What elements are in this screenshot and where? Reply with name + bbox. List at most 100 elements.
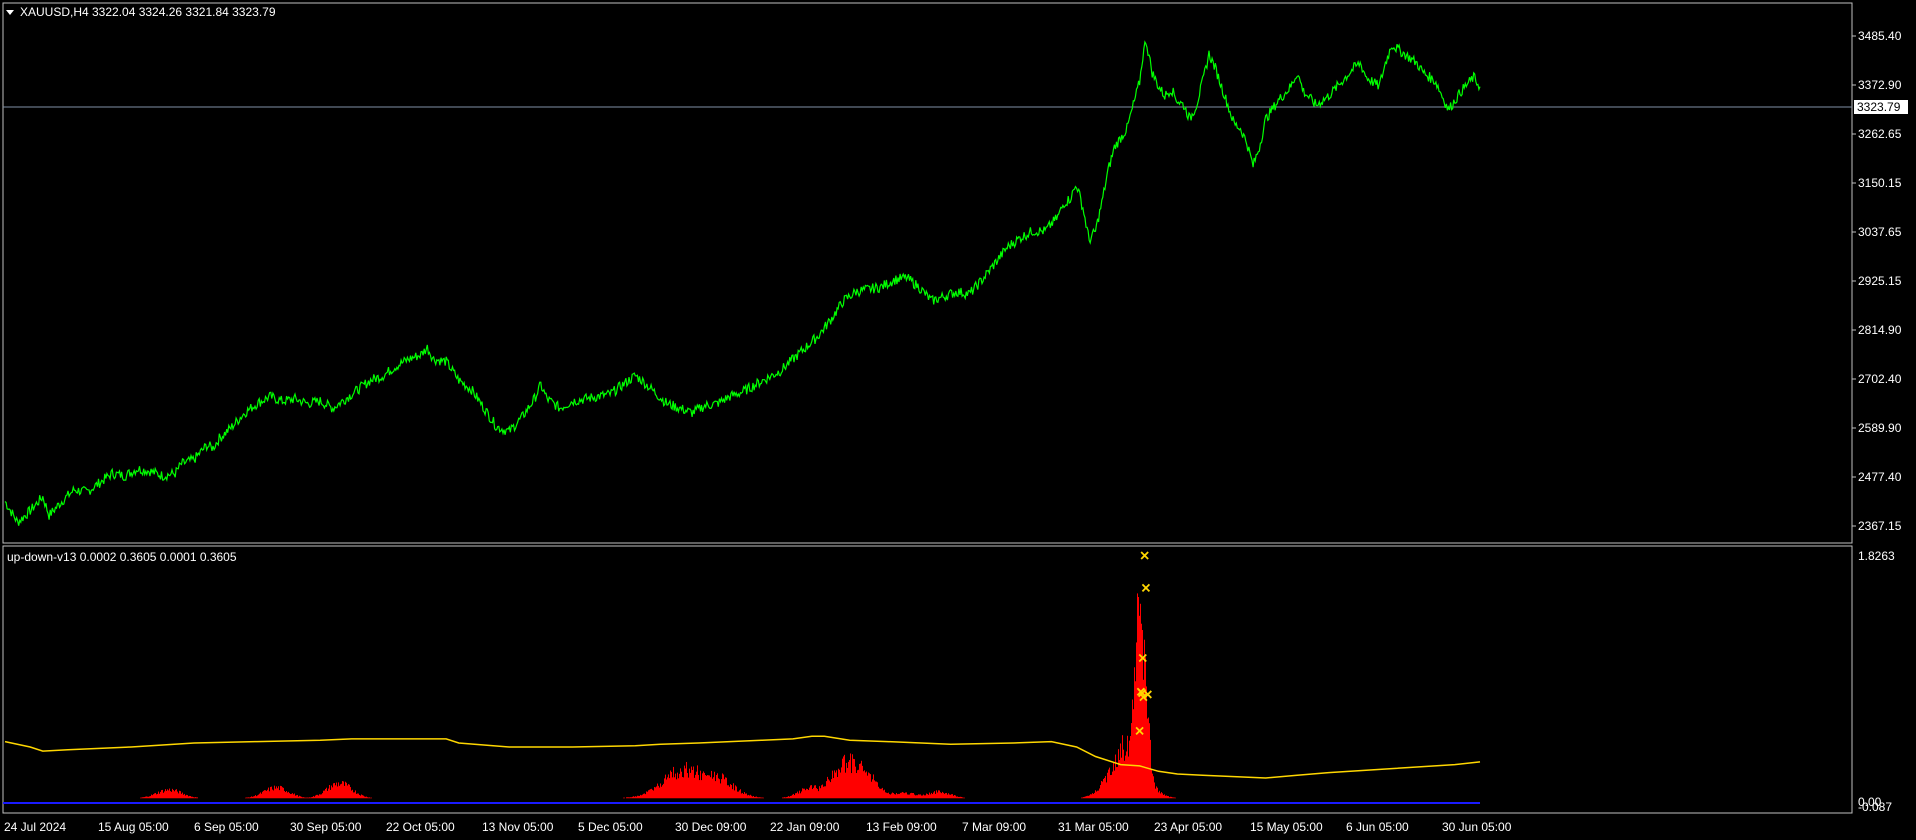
time-axis-label: 22 Oct 05:00 bbox=[386, 820, 455, 834]
histogram-bar bbox=[343, 781, 344, 799]
histogram-bar bbox=[628, 797, 629, 799]
histogram-bar bbox=[667, 777, 668, 799]
histogram-bar bbox=[828, 779, 829, 799]
histogram-bar bbox=[1143, 679, 1144, 799]
histogram-bar bbox=[673, 766, 674, 799]
histogram-bar bbox=[763, 797, 764, 799]
histogram-bar bbox=[949, 794, 950, 799]
histogram-bar bbox=[964, 797, 965, 799]
histogram-bar bbox=[736, 786, 737, 799]
histogram-bar bbox=[627, 797, 628, 799]
histogram-bar bbox=[847, 767, 848, 799]
histogram-bar bbox=[898, 793, 899, 799]
price-axis-label: 3262.65 bbox=[1858, 127, 1902, 141]
histogram-bar bbox=[711, 770, 712, 799]
histogram-bar bbox=[1159, 790, 1160, 799]
histogram-bar bbox=[669, 778, 670, 799]
histogram-bar bbox=[278, 786, 279, 799]
histogram-bar bbox=[1165, 795, 1166, 799]
indicator-series-line bbox=[4, 735, 1481, 779]
histogram-bar bbox=[352, 789, 353, 799]
histogram-bar bbox=[192, 796, 193, 799]
histogram-bar bbox=[324, 790, 325, 799]
histogram-bar bbox=[261, 793, 262, 799]
histogram-bar bbox=[331, 785, 332, 799]
histogram-bar bbox=[355, 790, 356, 799]
histogram-bar bbox=[184, 793, 185, 799]
histogram-bar bbox=[178, 793, 179, 799]
histogram-bar bbox=[761, 797, 762, 799]
histogram-bar bbox=[790, 795, 791, 799]
histogram-bar bbox=[672, 777, 673, 799]
histogram-bar bbox=[727, 785, 728, 799]
histogram-bar bbox=[322, 793, 323, 799]
dropdown-triangle-icon[interactable] bbox=[6, 10, 14, 15]
histogram-bar bbox=[708, 775, 709, 799]
histogram-bar bbox=[951, 794, 952, 799]
time-axis-label: 13 Nov 05:00 bbox=[482, 820, 554, 834]
histogram-bar bbox=[724, 779, 725, 799]
ohlc-values: 3322.04 3324.26 3321.84 3323.79 bbox=[92, 5, 276, 19]
histogram-bar bbox=[1131, 723, 1132, 799]
histogram-bar bbox=[160, 791, 161, 799]
histogram-bar bbox=[256, 796, 257, 799]
histogram-bar bbox=[159, 793, 160, 799]
histogram-bar bbox=[876, 781, 877, 799]
histogram-bar bbox=[827, 776, 828, 799]
histogram-bar bbox=[321, 794, 322, 799]
histogram-bar bbox=[186, 794, 187, 799]
histogram-bar bbox=[826, 781, 827, 799]
histogram-bar bbox=[330, 789, 331, 799]
histogram-bar bbox=[785, 797, 786, 799]
histogram-bar bbox=[267, 789, 268, 799]
histogram-bar bbox=[348, 784, 349, 799]
histogram-bar bbox=[730, 784, 731, 799]
histogram-bar bbox=[632, 796, 633, 799]
histogram-bar bbox=[1148, 717, 1149, 799]
histogram-bar bbox=[679, 773, 680, 799]
histogram-bar bbox=[314, 796, 315, 799]
histogram-bar bbox=[875, 781, 876, 799]
histogram-bar bbox=[624, 797, 625, 799]
histogram-bar bbox=[868, 772, 869, 799]
histogram-bar bbox=[255, 795, 256, 799]
histogram-bar bbox=[315, 795, 316, 799]
histogram-bar bbox=[878, 786, 879, 799]
time-axis-label: 30 Jun 05:00 bbox=[1442, 820, 1512, 834]
histogram-bar bbox=[301, 796, 302, 799]
histogram-bar bbox=[346, 782, 347, 799]
histogram-bar bbox=[933, 792, 934, 799]
histogram-bar bbox=[815, 785, 816, 799]
histogram-bar bbox=[855, 766, 856, 799]
histogram-bar bbox=[140, 797, 141, 799]
histogram-bar bbox=[742, 792, 743, 799]
histogram-bar bbox=[864, 770, 865, 799]
histogram-bar bbox=[694, 777, 695, 799]
histogram-bar bbox=[1162, 793, 1163, 799]
histogram-bar bbox=[258, 794, 259, 799]
histogram-bar bbox=[954, 795, 955, 799]
histogram-bar bbox=[795, 793, 796, 799]
histogram-bar bbox=[294, 793, 295, 799]
histogram-bar bbox=[823, 786, 824, 799]
histogram-bar bbox=[890, 794, 891, 799]
histogram-bar bbox=[276, 786, 277, 799]
histogram-bar bbox=[860, 763, 861, 799]
histogram-bar bbox=[697, 765, 698, 799]
histogram-bar bbox=[863, 771, 864, 799]
histogram-bar bbox=[1157, 787, 1158, 799]
histogram-bar bbox=[1136, 642, 1137, 799]
histogram-bar bbox=[759, 797, 760, 799]
histogram-bar bbox=[287, 792, 288, 799]
histogram-bar bbox=[806, 788, 807, 799]
histogram-bar bbox=[923, 794, 924, 799]
histogram-bar bbox=[363, 795, 364, 799]
histogram-bar bbox=[1101, 781, 1102, 799]
histogram-bar bbox=[180, 791, 181, 799]
histogram-bar bbox=[345, 781, 346, 799]
histogram-bar bbox=[1091, 794, 1092, 799]
histogram-bar bbox=[787, 796, 788, 799]
histogram-bar bbox=[1118, 749, 1119, 799]
histogram-bar bbox=[668, 774, 669, 799]
